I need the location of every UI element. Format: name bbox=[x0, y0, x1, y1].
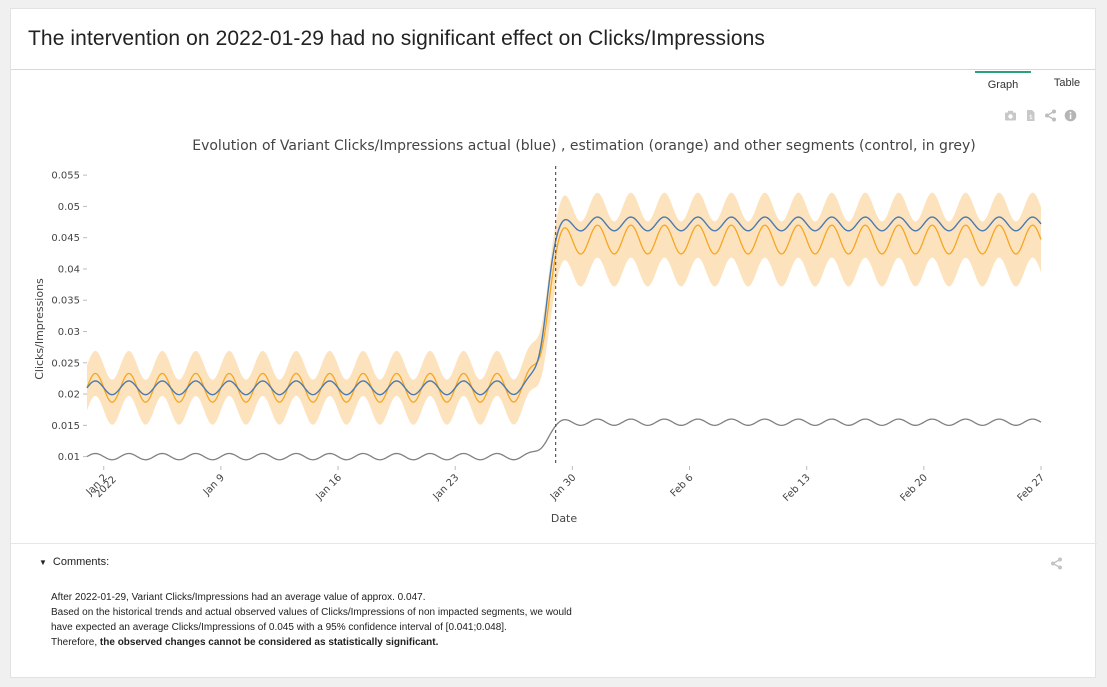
info-icon[interactable] bbox=[1064, 109, 1077, 122]
svg-text:$: $ bbox=[1029, 114, 1033, 121]
result-card: The intervention on 2022-01-29 had no si… bbox=[10, 8, 1097, 678]
comment-bold: the observed changes cannot be considere… bbox=[99, 637, 439, 648]
caret-down-icon: ▼ bbox=[39, 558, 47, 567]
comments-label: Comments: bbox=[52, 556, 110, 568]
series-line-actual bbox=[86, 216, 1042, 396]
x-tick-label: Feb 27 bbox=[1016, 472, 1048, 504]
y-tick-label: 0.02 bbox=[58, 390, 80, 401]
series-line-estimation bbox=[86, 224, 1042, 403]
comments-section: ▼ Comments: After 2022-01-29, Variant Cli… bbox=[11, 543, 1097, 678]
comment-line: have expected an average Clicks/Impressi… bbox=[51, 622, 507, 633]
y-tick-label: 0.05 bbox=[58, 202, 80, 213]
chart-svg: Evolution of Variant Clicks/Impressions … bbox=[33, 138, 1048, 525]
share-icon[interactable] bbox=[1044, 109, 1057, 122]
page-title: The intervention on 2022-01-29 had no si… bbox=[28, 27, 765, 50]
tab-table[interactable]: Table bbox=[1053, 77, 1081, 89]
x-axis-label: Date bbox=[551, 512, 578, 525]
x-tick-label: Feb 13 bbox=[781, 472, 813, 504]
chart-title: Evolution of Variant Clicks/Impressions … bbox=[192, 138, 976, 154]
x-tick-label: Jan 9 bbox=[201, 472, 227, 498]
y-tick-label: 0.03 bbox=[58, 327, 80, 338]
x-tick-label: Feb 6 bbox=[669, 472, 696, 499]
y-tick-label: 0.055 bbox=[51, 171, 80, 182]
export-icon[interactable]: $ bbox=[1024, 109, 1037, 122]
y-tick-label: 0.015 bbox=[51, 421, 80, 432]
y-axis-label: Clicks/Impressions bbox=[33, 278, 46, 380]
comment-line: After 2022-01-29, Variant Clicks/Impress… bbox=[51, 592, 426, 603]
tab-graph[interactable]: Graph bbox=[975, 71, 1031, 95]
chart-toolbar: $ bbox=[1004, 107, 1077, 123]
y-tick-label: 0.035 bbox=[51, 296, 80, 307]
comment-conclusion: Therefore, the observed changes cannot b… bbox=[51, 635, 572, 650]
y-tick-label: 0.01 bbox=[58, 452, 80, 463]
chart-container: Evolution of Variant Clicks/Impressions … bbox=[11, 124, 1097, 554]
card-header: The intervention on 2022-01-29 had no si… bbox=[11, 9, 1095, 70]
x-tick-label: Jan 23 bbox=[431, 472, 462, 503]
x-tick-label: Jan 30 bbox=[548, 472, 579, 503]
comment-prefix: Therefore, bbox=[51, 637, 100, 648]
share-icon[interactable] bbox=[1050, 557, 1063, 570]
comments-toggle[interactable]: ▼ Comments: bbox=[39, 556, 109, 568]
camera-icon[interactable] bbox=[1004, 109, 1017, 122]
y-tick-label: 0.04 bbox=[58, 264, 80, 275]
comment-line: Based on the historical trends and actua… bbox=[51, 607, 572, 618]
y-tick-label: 0.045 bbox=[51, 233, 80, 244]
x-tick-label: Feb 20 bbox=[898, 472, 930, 504]
comment-body: After 2022-01-29, Variant Clicks/Impress… bbox=[51, 590, 572, 650]
x-tick-label: Jan 16 bbox=[314, 472, 345, 503]
series-line-control bbox=[86, 418, 1042, 461]
y-tick-label: 0.025 bbox=[51, 358, 80, 369]
confidence-band bbox=[87, 192, 1041, 425]
